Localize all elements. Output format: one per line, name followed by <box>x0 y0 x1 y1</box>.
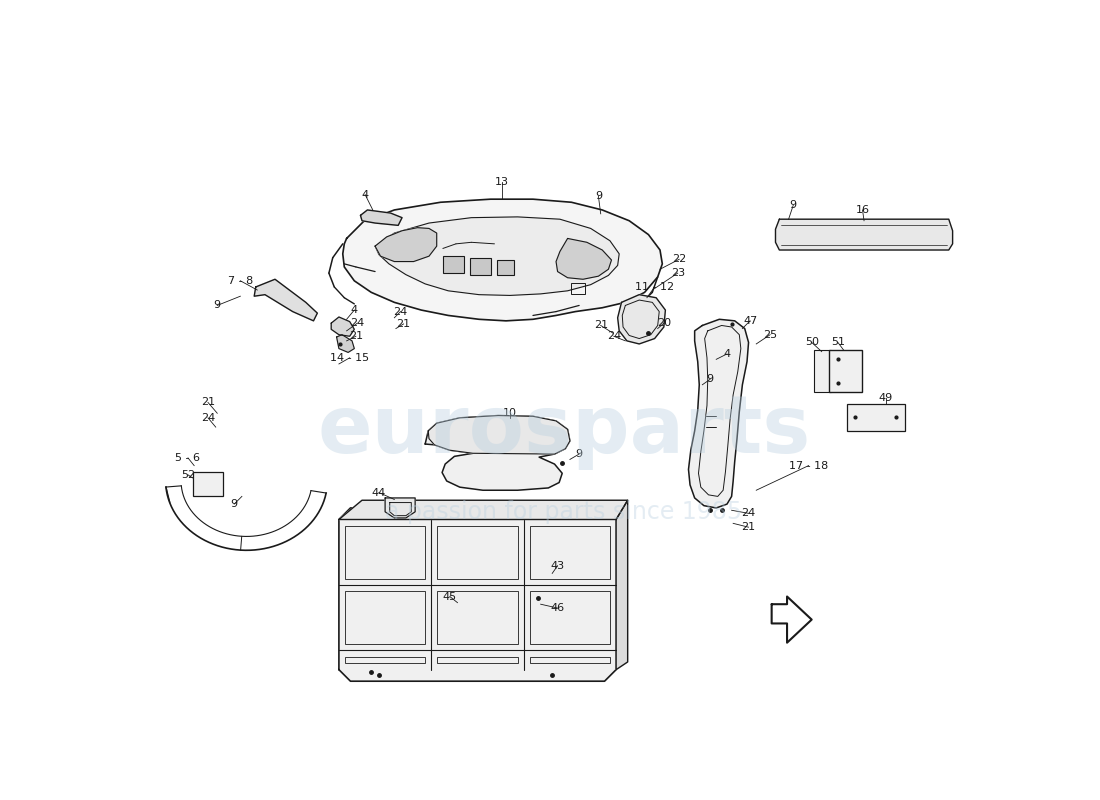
Polygon shape <box>425 415 570 490</box>
Bar <box>847 404 905 431</box>
Text: 46: 46 <box>550 603 564 613</box>
Bar <box>438 591 518 644</box>
Bar <box>530 657 609 663</box>
Polygon shape <box>200 477 218 493</box>
Bar <box>572 283 585 294</box>
Text: 21: 21 <box>201 398 216 407</box>
Text: 21: 21 <box>349 331 363 342</box>
Text: 16: 16 <box>856 205 869 215</box>
Polygon shape <box>375 217 619 295</box>
Text: 13: 13 <box>495 178 509 187</box>
Text: 47: 47 <box>742 316 757 326</box>
Text: 10: 10 <box>503 408 517 418</box>
Bar <box>438 526 518 578</box>
Text: eurosparts: eurosparts <box>317 392 811 470</box>
Text: 21: 21 <box>741 522 756 532</box>
Text: 21: 21 <box>594 321 608 330</box>
Polygon shape <box>776 219 953 250</box>
Polygon shape <box>337 334 354 353</box>
Bar <box>345 657 425 663</box>
Polygon shape <box>556 238 612 279</box>
Text: 44: 44 <box>372 487 386 498</box>
Text: 24: 24 <box>394 306 408 317</box>
Text: 21: 21 <box>396 319 410 329</box>
Bar <box>470 258 492 274</box>
Text: 9: 9 <box>595 191 602 201</box>
Polygon shape <box>385 498 415 518</box>
Polygon shape <box>375 228 437 262</box>
Bar <box>438 657 518 663</box>
Text: 22: 22 <box>672 254 686 264</box>
Text: 43: 43 <box>550 561 564 570</box>
Text: 24: 24 <box>201 413 216 423</box>
Polygon shape <box>689 319 749 508</box>
Text: 14 - 15: 14 - 15 <box>330 353 370 363</box>
Text: 20: 20 <box>657 318 671 328</box>
Text: 24: 24 <box>607 331 620 342</box>
Polygon shape <box>428 415 570 454</box>
Polygon shape <box>616 500 628 670</box>
Bar <box>530 591 609 644</box>
Text: 52: 52 <box>180 470 195 480</box>
Text: 24: 24 <box>741 508 756 518</box>
Polygon shape <box>343 199 662 321</box>
Bar <box>814 350 830 393</box>
Bar <box>345 526 425 578</box>
Bar <box>829 350 861 393</box>
Text: 9: 9 <box>790 200 796 210</box>
Text: 7 - 8: 7 - 8 <box>228 276 253 286</box>
Text: 9: 9 <box>213 301 221 310</box>
Bar <box>497 260 514 275</box>
Text: 5 - 6: 5 - 6 <box>176 453 200 463</box>
Polygon shape <box>618 294 666 344</box>
Text: 9: 9 <box>231 499 238 509</box>
Text: 17 - 18: 17 - 18 <box>789 461 828 470</box>
Text: 50: 50 <box>805 338 818 347</box>
Text: 25: 25 <box>763 330 778 340</box>
Text: 4: 4 <box>351 305 358 315</box>
Text: 24: 24 <box>350 318 364 328</box>
Bar <box>530 526 609 578</box>
Bar <box>345 591 425 644</box>
Text: a passion for parts since 1985: a passion for parts since 1985 <box>385 500 742 524</box>
Text: 48: 48 <box>879 408 893 418</box>
Bar <box>192 472 223 496</box>
Text: 11 - 12: 11 - 12 <box>635 282 674 292</box>
Text: 9: 9 <box>575 449 583 459</box>
Text: 51: 51 <box>830 338 845 347</box>
Text: 49: 49 <box>879 393 893 403</box>
Polygon shape <box>339 500 628 519</box>
Polygon shape <box>339 508 616 682</box>
Polygon shape <box>254 279 318 321</box>
Polygon shape <box>331 317 354 336</box>
Text: 9: 9 <box>706 374 714 384</box>
Text: 4: 4 <box>724 349 730 359</box>
Bar <box>443 256 464 273</box>
Text: 23: 23 <box>671 268 685 278</box>
Text: 45: 45 <box>442 591 456 602</box>
Text: 4: 4 <box>362 190 369 199</box>
Polygon shape <box>361 210 403 226</box>
